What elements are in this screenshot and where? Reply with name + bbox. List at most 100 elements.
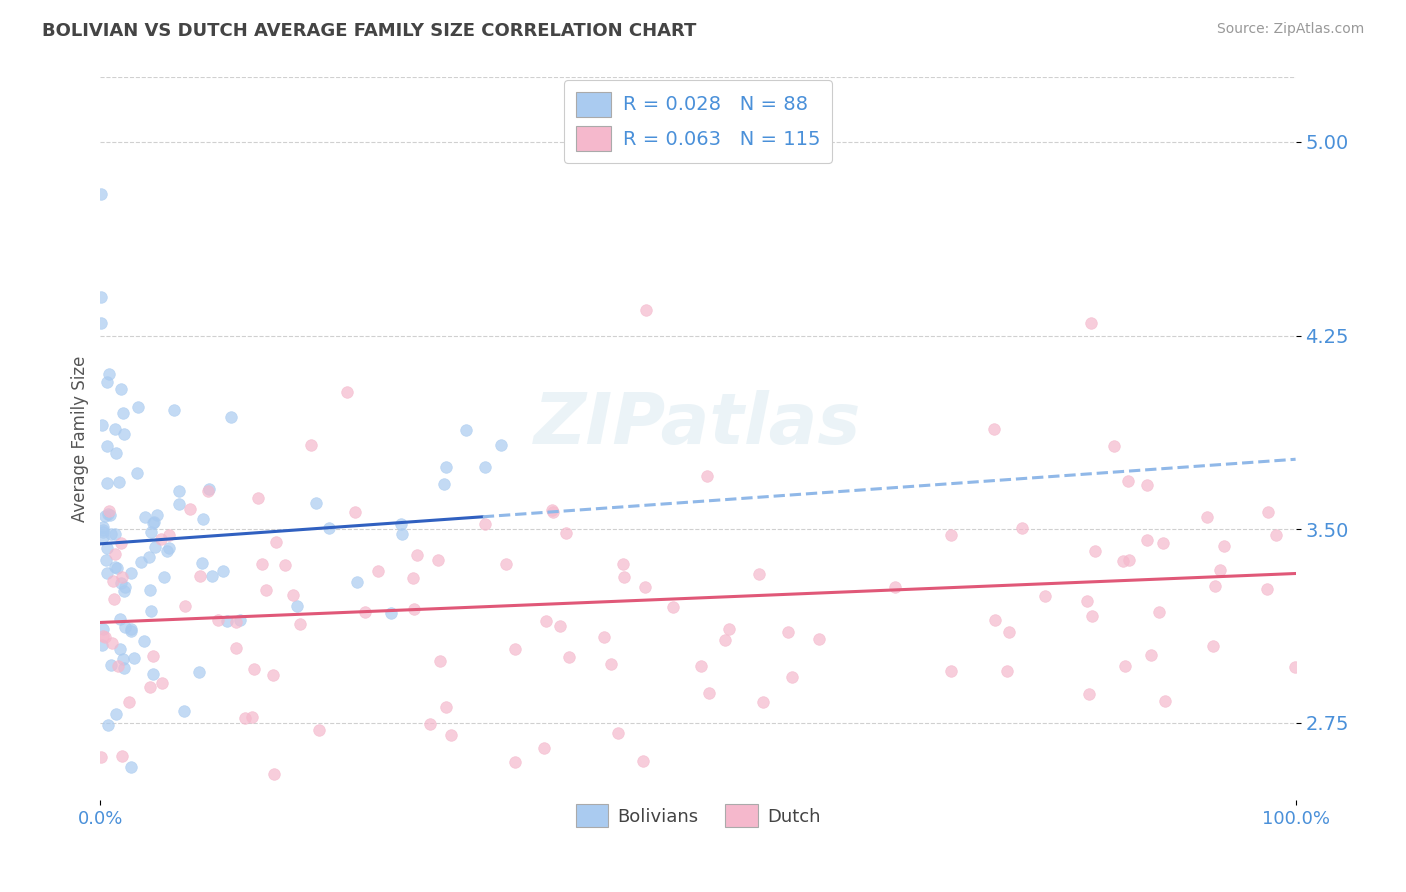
Point xyxy=(308,723,330,737)
Text: ZIPatlas: ZIPatlas xyxy=(534,390,862,458)
Point xyxy=(344,505,367,519)
Point xyxy=(169,497,191,511)
Point xyxy=(503,756,526,770)
Point xyxy=(983,421,1005,435)
Point xyxy=(110,382,132,396)
Point xyxy=(98,508,121,522)
Point xyxy=(173,599,195,613)
Point xyxy=(105,560,128,574)
Point xyxy=(100,658,122,673)
Point xyxy=(103,592,125,607)
Point xyxy=(233,710,256,724)
Point xyxy=(152,675,174,690)
Point xyxy=(778,625,800,640)
Point xyxy=(434,459,457,474)
Point xyxy=(120,760,142,774)
Point xyxy=(1081,608,1104,623)
Point xyxy=(1078,687,1101,701)
Point xyxy=(808,632,831,646)
Point xyxy=(103,559,125,574)
Point xyxy=(98,367,121,381)
Point xyxy=(593,630,616,644)
Point xyxy=(120,622,142,636)
Point xyxy=(131,555,153,569)
Point xyxy=(141,516,163,530)
Point xyxy=(1114,659,1136,673)
Point xyxy=(495,558,517,572)
Point xyxy=(558,649,581,664)
Point xyxy=(613,570,636,584)
Point xyxy=(90,186,112,201)
Point xyxy=(939,664,962,678)
Point xyxy=(503,641,526,656)
Point xyxy=(1152,536,1174,550)
Point xyxy=(998,625,1021,640)
Point xyxy=(391,527,413,541)
Point xyxy=(1204,579,1226,593)
Point xyxy=(110,536,132,550)
Point xyxy=(134,634,156,648)
Point xyxy=(91,524,114,539)
Point xyxy=(612,557,634,571)
Point xyxy=(90,750,112,764)
Point xyxy=(599,657,621,672)
Point xyxy=(201,569,224,583)
Point xyxy=(96,475,118,490)
Point xyxy=(96,439,118,453)
Point xyxy=(246,491,269,505)
Point xyxy=(474,460,496,475)
Point xyxy=(110,576,132,591)
Point xyxy=(433,476,456,491)
Point xyxy=(104,547,127,561)
Point xyxy=(198,482,221,496)
Point xyxy=(134,510,156,524)
Point xyxy=(380,607,402,621)
Point xyxy=(1076,593,1098,607)
Point xyxy=(1140,648,1163,662)
Point xyxy=(1265,528,1288,542)
Point xyxy=(97,504,120,518)
Point xyxy=(354,605,377,619)
Point xyxy=(274,558,297,572)
Point xyxy=(1202,640,1225,654)
Point xyxy=(197,483,219,498)
Point xyxy=(631,755,654,769)
Point xyxy=(91,629,114,643)
Point xyxy=(389,517,412,532)
Point xyxy=(90,316,112,330)
Point xyxy=(1284,660,1306,674)
Point xyxy=(434,699,457,714)
Point xyxy=(1033,590,1056,604)
Point xyxy=(290,617,312,632)
Point xyxy=(533,741,555,756)
Point xyxy=(142,667,165,681)
Point xyxy=(179,502,201,516)
Point xyxy=(607,726,630,740)
Point xyxy=(143,541,166,555)
Point xyxy=(153,570,176,584)
Point xyxy=(120,566,142,580)
Point xyxy=(191,557,214,571)
Point xyxy=(883,580,905,594)
Point xyxy=(1136,533,1159,547)
Point xyxy=(1209,564,1232,578)
Point xyxy=(243,663,266,677)
Point xyxy=(111,570,134,584)
Point xyxy=(305,496,328,510)
Point xyxy=(995,664,1018,678)
Point xyxy=(1154,694,1177,708)
Point xyxy=(157,528,180,542)
Point xyxy=(250,558,273,572)
Point xyxy=(111,406,134,420)
Point xyxy=(91,520,114,534)
Point xyxy=(456,423,478,437)
Point xyxy=(402,601,425,615)
Point xyxy=(752,695,775,709)
Point xyxy=(100,526,122,541)
Point xyxy=(100,635,122,649)
Point xyxy=(91,531,114,545)
Point xyxy=(112,584,135,599)
Point xyxy=(699,685,721,699)
Point xyxy=(108,475,131,489)
Point xyxy=(139,681,162,695)
